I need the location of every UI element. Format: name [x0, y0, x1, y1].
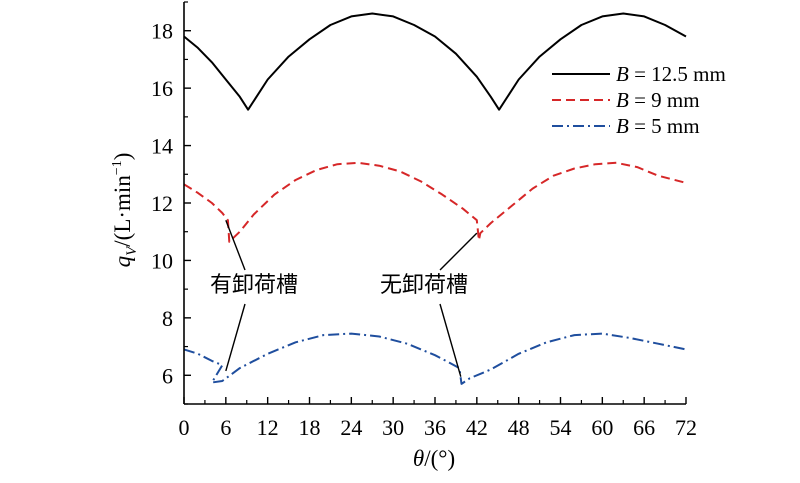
y-axis-title-sub: V — [124, 245, 140, 256]
legend-label: B = 9 mm — [616, 88, 700, 112]
x-tick-label: 66 — [633, 415, 655, 440]
y-axis-title-sup: −1 — [110, 160, 125, 175]
annotation-leader-line — [439, 303, 462, 377]
series-line-3 — [183, 332, 687, 385]
y-tick-label: 16 — [151, 76, 173, 101]
legend: B = 12.5 mmB = 9 mmB = 5 mm — [552, 62, 726, 138]
x-tick-label: 12 — [257, 415, 279, 440]
legend-label: B = 12.5 mm — [616, 62, 726, 86]
x-tick-label: 42 — [466, 415, 488, 440]
annotation-leader-line — [225, 303, 246, 372]
annotation-layer: 有卸荷槽 无卸荷槽 — [210, 219, 478, 377]
x-tick-label: 36 — [424, 415, 446, 440]
legend-label-rest: = 9 mm — [629, 88, 700, 112]
x-tick-label: 24 — [340, 415, 362, 440]
annotation-leader-line — [439, 232, 478, 271]
x-tick-label: 18 — [299, 415, 321, 440]
y-tick-label: 14 — [151, 134, 173, 159]
legend-label-var: B — [616, 62, 629, 86]
x-axis-title-rest: /(°) — [424, 446, 455, 471]
annotation-leader-line — [225, 219, 246, 271]
x-tick-label: 60 — [591, 415, 613, 440]
x-tick-label: 30 — [382, 415, 404, 440]
y-axis-title-var: q — [110, 256, 135, 268]
x-tick-label: 6 — [220, 415, 231, 440]
series-line-2 — [183, 161, 687, 243]
x-axis-title-var: θ — [413, 446, 424, 471]
y-tick-label: 8 — [162, 306, 173, 331]
y-tick-label: 6 — [162, 363, 173, 388]
legend-label: B = 5 mm — [616, 114, 700, 138]
annotation-label: 无卸荷槽 — [380, 273, 468, 298]
x-tick-label: 0 — [179, 415, 190, 440]
legend-label-rest: = 5 mm — [629, 114, 700, 138]
x-tick-label: 48 — [508, 415, 530, 440]
y-axis-title-close: ) — [110, 153, 135, 161]
x-tick-label: 72 — [675, 415, 697, 440]
x-axis-title: θ/(°) — [413, 446, 455, 471]
y-axis-title: qV/(L·min−1) — [110, 153, 140, 268]
y-tick-label: 10 — [151, 248, 173, 273]
series-layer — [183, 12, 687, 385]
y-tick-label: 12 — [151, 191, 173, 216]
y-tick-label: 18 — [151, 19, 173, 44]
legend-label-rest: = 12.5 mm — [629, 62, 726, 86]
legend-label-var: B — [616, 88, 629, 112]
legend-label-var: B — [616, 114, 629, 138]
y-axis-title-rest: /(L·min — [110, 175, 135, 247]
series-line-1 — [183, 12, 687, 111]
annotation-label: 有卸荷槽 — [210, 273, 298, 298]
x-tick-label: 54 — [550, 415, 572, 440]
axes-layer: 0 6 12 18 24 30 36 42 48 54 60 66 72 6 8 10 12 14 16 18 — [151, 1, 697, 440]
